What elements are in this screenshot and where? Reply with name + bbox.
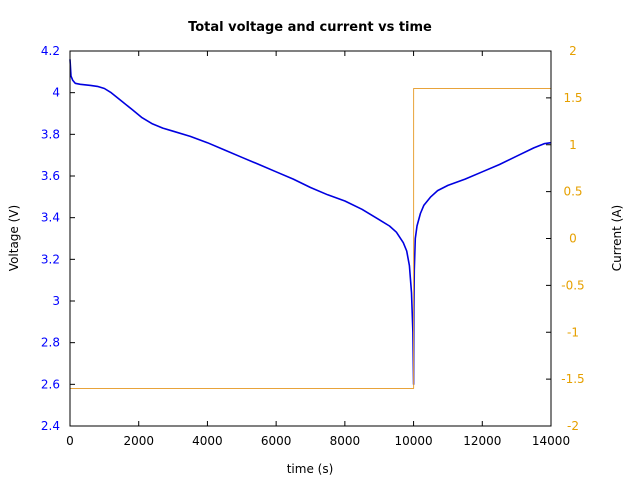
y-right-tick-label: 0.5 [563, 185, 582, 199]
x-axis-label: time (s) [287, 462, 334, 476]
x-tick-label: 2000 [123, 434, 154, 448]
x-tick-label: 6000 [261, 434, 292, 448]
x-tick-label: 4000 [192, 434, 223, 448]
x-tick-label: 8000 [330, 434, 361, 448]
y-right-tick-label: -1.5 [561, 372, 584, 386]
y-left-tick-label: 3.2 [41, 252, 60, 266]
y-axis-right-label: Current (A) [610, 205, 624, 271]
y-left-tick-label: 3.6 [41, 169, 60, 183]
y-left-tick-label: 3.8 [41, 127, 60, 141]
y-right-tick-label: 1 [569, 138, 577, 152]
y-left-tick-label: 2.8 [41, 336, 60, 350]
y-left-tick-label: 3 [52, 294, 60, 308]
y-right-tick-label: 1.5 [563, 91, 582, 105]
plot-frame [69, 50, 552, 427]
y-left-tick-label: 2.6 [41, 377, 60, 391]
y-left-tick-label: 4.2 [41, 44, 60, 58]
x-tick-label: 14000 [532, 434, 570, 448]
x-tick-label: 0 [66, 434, 74, 448]
y-right-tick-label: 2 [569, 44, 577, 58]
series-layer [69, 59, 552, 389]
y-right-tick-label: -2 [567, 419, 579, 433]
chart-title: Total voltage and current vs time [188, 20, 432, 35]
y-left-tick-label: 2.4 [41, 419, 60, 433]
x-tick-label: 10000 [394, 434, 432, 448]
y-left-tick-label: 3.4 [41, 211, 60, 225]
y-right-tick-label: 0 [569, 232, 577, 246]
current-series-line [70, 88, 551, 389]
voltage-series-line [69, 59, 552, 386]
y-axis-left-label: Voltage (V) [7, 205, 21, 271]
ticks-layer: 0 2000 4000 6000 8000 10000 12000 14000 2.4 2.6 2.… [41, 44, 585, 448]
y-right-tick-label: -0.5 [561, 278, 584, 292]
x-tick-label: 12000 [463, 434, 501, 448]
y-right-tick-label: -1 [567, 325, 579, 339]
y-left-tick-label: 4 [52, 86, 60, 100]
